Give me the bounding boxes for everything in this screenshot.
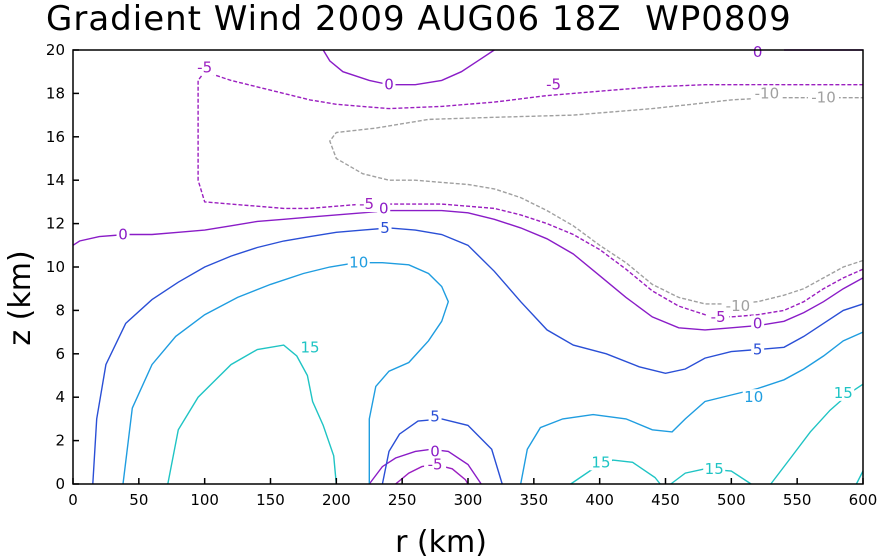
contour-label-bg (428, 408, 442, 425)
y-axis: 0 2 4 6 8 10 12 14 16 18 20 (46, 41, 79, 493)
c-pos15-bottom (570, 459, 661, 485)
c-pos15-tail (855, 470, 864, 485)
c-zero (72, 209, 864, 331)
contour-label: -5 (428, 455, 443, 473)
y-tick-label: 18 (46, 84, 65, 102)
plot-frame (72, 49, 864, 485)
x-tick-label: 250 (388, 491, 417, 509)
contour-label-bg (542, 76, 565, 93)
x-tick-label: 50 (129, 491, 148, 509)
contour-label-bg (751, 341, 765, 358)
c-pos10 (520, 331, 864, 485)
contour-label: 15 (591, 453, 610, 471)
contour-label-bg (116, 226, 130, 243)
contour-label: -5 (711, 308, 726, 326)
contour-label: 15 (300, 338, 319, 356)
contour-label-bg (707, 308, 730, 325)
c-pos5 (92, 227, 864, 485)
contour-label-bg (355, 196, 378, 213)
y-tick-label: 16 (46, 128, 65, 146)
contour-label: 0 (384, 76, 394, 94)
c-zero-bottom (368, 448, 482, 485)
contour-lines (72, 49, 864, 485)
contour-label-bg (751, 315, 765, 332)
x-axis: 0 50 100 150 200 250 300 350 400 450 500 550 600 (68, 478, 877, 509)
contour-label-bg (428, 443, 442, 460)
contour-label: 10 (349, 254, 368, 272)
contour-label-bg (589, 454, 612, 471)
c-pos15 (167, 344, 337, 485)
contour-label-bg (751, 85, 783, 102)
y-tick-label: 6 (55, 345, 65, 363)
contour-label: -5 (546, 76, 561, 94)
y-tick-label: 2 (55, 432, 65, 450)
c-pos10-main (122, 262, 450, 485)
c-neg5 (197, 71, 864, 318)
contour-label: -10 (811, 89, 836, 107)
contour-label: -10 (755, 84, 780, 102)
contour-label-bg (424, 456, 447, 473)
contour-label: 5 (380, 219, 390, 237)
contour-label: 15 (705, 460, 724, 478)
contour-label: 10 (744, 388, 763, 406)
contour-label: 0 (379, 199, 389, 217)
contour-label-bg (722, 298, 754, 315)
y-tick-label: 10 (46, 258, 65, 276)
contour-label-bg (832, 384, 855, 401)
contour-label-bg (742, 389, 765, 406)
contour-label: 5 (753, 340, 763, 358)
x-axis-label: r (km) (395, 525, 487, 559)
y-tick-label: 20 (46, 41, 65, 59)
contour-label: -5 (197, 58, 212, 76)
contour-label-bg (703, 460, 726, 477)
c-zero-top (322, 49, 495, 86)
contour-label-bg (193, 59, 216, 76)
y-axis-label: z (km) (3, 250, 38, 345)
y-tick-label: 12 (46, 215, 65, 233)
chart-title: Gradient Wind 2009 AUG06 18Z WP0809 (46, 0, 792, 39)
x-tick-label: 200 (322, 491, 351, 509)
c-neg5-upper (204, 71, 863, 110)
y-tick-label: 8 (55, 301, 65, 319)
contour-label: 0 (753, 314, 763, 332)
contour-label: 0 (753, 43, 763, 61)
x-tick-label: 500 (717, 491, 746, 509)
contour-label: -5 (359, 195, 374, 213)
x-tick-label: 150 (256, 491, 285, 509)
contour-label: 0 (118, 225, 128, 243)
contour-label-bg (347, 254, 370, 271)
y-tick-label: 4 (55, 388, 65, 406)
x-tick-label: 350 (520, 491, 549, 509)
contour-label: -10 (726, 297, 751, 315)
x-tick-label: 450 (651, 491, 680, 509)
contour-label-bg (378, 219, 392, 236)
x-tick-label: 550 (783, 491, 812, 509)
contour-label-bg (377, 200, 391, 217)
c-pos5-bottom (381, 418, 503, 485)
contour-label-bg (382, 76, 396, 93)
x-tick-label: 400 (585, 491, 614, 509)
y-tick-label: 0 (55, 475, 65, 493)
x-tick-label: 600 (849, 491, 878, 509)
contour-label: 15 (834, 384, 853, 402)
contour-label-bg (299, 339, 321, 356)
x-tick-label: 100 (190, 491, 219, 509)
contour-label: 0 (430, 442, 440, 460)
contour-label-bg (751, 44, 765, 61)
contour-label: 5 (430, 408, 440, 426)
y-tick-label: 14 (46, 171, 65, 189)
x-tick-label: 0 (68, 491, 78, 509)
x-tick-label: 300 (454, 491, 483, 509)
contour-label-bg (808, 89, 839, 106)
